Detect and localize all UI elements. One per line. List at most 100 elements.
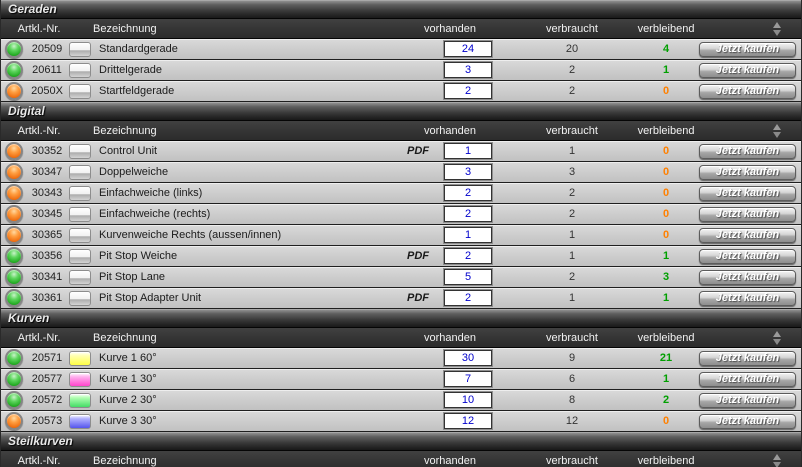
column-bezeichnung: Bezeichnung [93, 124, 157, 137]
table-row: 30361 Pit Stop Adapter Unit PDF 1 1 Jetz… [1, 288, 801, 309]
part-name: Pit Stop Adapter Unit [99, 292, 202, 304]
track-piece-icon [69, 269, 91, 285]
part-name: Kurve 2 30° [99, 394, 157, 406]
track-piece-icon [69, 41, 91, 57]
table-row: 20573 Kurve 3 30° 12 0 Jetzt kaufen [1, 411, 801, 432]
table-row: 20572 Kurve 2 30° 8 2 Jetzt kaufen [1, 390, 801, 411]
scroll-arrows[interactable] [773, 22, 781, 36]
column-header-row: Artkl.-Nr. Bezeichnung vorhanden verbrau… [1, 18, 801, 39]
table-row: 30343 Einfachweiche (links) 2 0 Jetzt ka… [1, 183, 801, 204]
track-piece-icon [69, 206, 91, 222]
buy-now-button[interactable]: Jetzt kaufen [699, 206, 796, 222]
buy-now-button[interactable]: Jetzt kaufen [699, 350, 796, 366]
article-number: 30347 [31, 166, 63, 178]
vorhanden-input[interactable] [444, 248, 492, 264]
verbraucht-value: 2 [568, 187, 576, 199]
scroll-arrows[interactable] [773, 331, 781, 345]
buy-now-button[interactable]: Jetzt kaufen [699, 83, 796, 99]
verbraucht-value: 12 [565, 415, 579, 427]
track-piece-icon [69, 83, 91, 99]
table-row: 30356 Pit Stop Weiche PDF 1 1 Jetzt kauf… [1, 246, 801, 267]
table-row: 20611 Drittelgerade 2 1 Jetzt kaufen [1, 60, 801, 81]
buy-now-button[interactable]: Jetzt kaufen [699, 164, 796, 180]
column-verbraucht: verbraucht [546, 454, 598, 467]
verbleibend-value: 0 [662, 85, 670, 97]
verbraucht-value: 1 [568, 145, 576, 157]
buy-now-button[interactable]: Jetzt kaufen [699, 227, 796, 243]
vorhanden-input[interactable] [444, 41, 492, 57]
article-number: 20571 [31, 352, 63, 364]
part-name: Kurve 3 30° [99, 415, 157, 427]
article-number: 20611 [32, 64, 62, 76]
vorhanden-input[interactable] [444, 371, 492, 387]
section-header-digital: Digital [1, 102, 801, 120]
vorhanden-input[interactable] [444, 206, 492, 222]
chevron-down-icon[interactable] [773, 132, 781, 138]
buy-now-button[interactable]: Jetzt kaufen [699, 143, 796, 159]
chevron-down-icon[interactable] [773, 30, 781, 36]
part-name: Standardgerade [99, 43, 178, 55]
chevron-up-icon[interactable] [773, 22, 781, 28]
buy-now-button[interactable]: Jetzt kaufen [699, 392, 796, 408]
table-row: 2050X Startfeldgerade 2 0 Jetzt kaufen [1, 81, 801, 102]
vorhanden-input[interactable] [444, 227, 492, 243]
column-bezeichnung: Bezeichnung [93, 22, 157, 35]
verbraucht-value: 1 [568, 250, 576, 262]
verbraucht-value: 1 [568, 229, 576, 241]
pdf-link[interactable]: PDF [407, 292, 429, 304]
column-verbleibend: verbleibend [637, 331, 695, 344]
buy-now-button[interactable]: Jetzt kaufen [699, 185, 796, 201]
buy-now-button[interactable]: Jetzt kaufen [699, 371, 796, 387]
chevron-down-icon[interactable] [773, 462, 781, 467]
part-name: Pit Stop Weiche [99, 250, 178, 262]
track-piece-icon [69, 185, 91, 201]
column-verbleibend: verbleibend [637, 124, 695, 137]
track-piece-icon [69, 164, 91, 180]
track-piece-icon [69, 143, 91, 159]
part-name: Kurvenweiche Rechts (aussen/innen) [99, 229, 282, 241]
buy-now-button[interactable]: Jetzt kaufen [699, 62, 796, 78]
scroll-arrows[interactable] [773, 124, 781, 138]
stock-status-led [5, 412, 23, 430]
chevron-up-icon[interactable] [773, 454, 781, 460]
column-header-row: Artkl.-Nr. Bezeichnung vorhanden verbrau… [1, 450, 801, 467]
track-piece-icon [69, 290, 91, 306]
buy-now-button[interactable]: Jetzt kaufen [699, 269, 796, 285]
chevron-down-icon[interactable] [773, 339, 781, 345]
vorhanden-input[interactable] [444, 143, 492, 159]
part-name: Kurve 1 60° [99, 352, 157, 364]
vorhanden-input[interactable] [444, 413, 492, 429]
buy-now-button[interactable]: Jetzt kaufen [699, 248, 796, 264]
verbraucht-value: 8 [568, 394, 576, 406]
chevron-up-icon[interactable] [773, 331, 781, 337]
part-name: Doppelweiche [99, 166, 169, 178]
buy-now-button[interactable]: Jetzt kaufen [699, 41, 796, 57]
scroll-arrows[interactable] [773, 454, 781, 467]
vorhanden-input[interactable] [444, 392, 492, 408]
vorhanden-input[interactable] [444, 269, 492, 285]
chevron-up-icon[interactable] [773, 124, 781, 130]
buy-now-button[interactable]: Jetzt kaufen [699, 290, 796, 306]
table-row: 30341 Pit Stop Lane 2 3 Jetzt kaufen [1, 267, 801, 288]
part-name: Einfachweiche (links) [99, 187, 203, 199]
buy-now-button[interactable]: Jetzt kaufen [699, 413, 796, 429]
pdf-link[interactable]: PDF [407, 145, 429, 157]
article-number: 20577 [31, 373, 63, 385]
vorhanden-input[interactable] [444, 185, 492, 201]
vorhanden-input[interactable] [444, 164, 492, 180]
article-number: 30343 [31, 187, 63, 199]
column-header-row: Artkl.-Nr. Bezeichnung vorhanden verbrau… [1, 120, 801, 141]
verbleibend-value: 21 [659, 352, 673, 364]
part-name: Control Unit [99, 145, 158, 157]
pdf-link[interactable]: PDF [407, 250, 429, 262]
article-number: 30361 [31, 292, 63, 304]
curve-color-swatch [69, 350, 91, 366]
vorhanden-input[interactable] [444, 290, 492, 306]
vorhanden-input[interactable] [444, 83, 492, 99]
part-name: Startfeldgerade [99, 85, 175, 97]
article-number: 2050X [31, 85, 63, 97]
vorhanden-input[interactable] [444, 350, 492, 366]
stock-status-led [5, 142, 23, 160]
vorhanden-input[interactable] [444, 62, 492, 78]
column-bezeichnung: Bezeichnung [93, 331, 157, 344]
